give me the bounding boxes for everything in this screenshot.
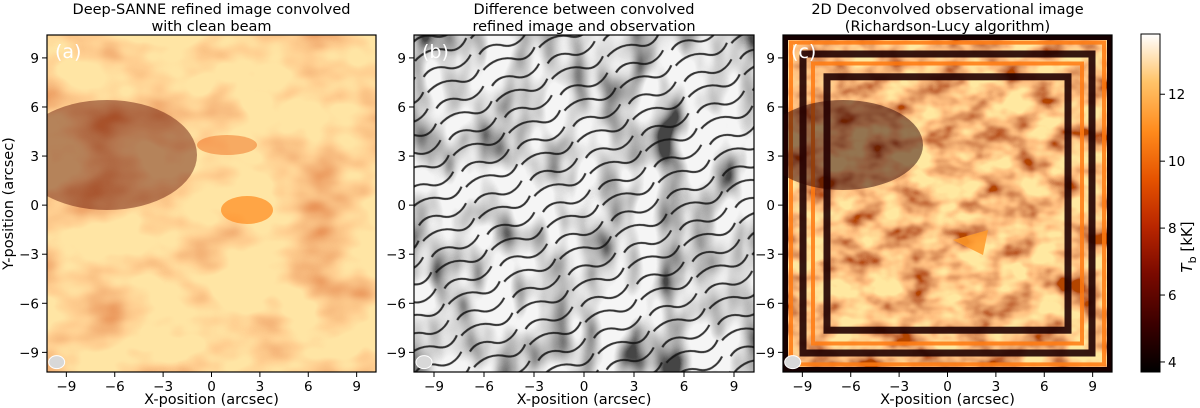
colorbar-gradient — [1140, 33, 1161, 373]
y-tick-label: 3 — [397, 149, 406, 165]
x-tick-label: −9 — [792, 379, 812, 395]
x-tick-label: 3 — [630, 379, 639, 395]
beam-ellipse — [784, 355, 802, 370]
x-axis-label: X-position (arcsec) — [880, 392, 1015, 408]
x-axis-label: X-position (arcsec) — [144, 392, 279, 408]
beam-ellipse — [48, 355, 66, 370]
x-tick-label: −6 — [105, 379, 125, 395]
x-tick-label: −3 — [524, 379, 544, 395]
x-tick-label: −9 — [56, 379, 76, 395]
chart-title-line: (Richardson-Lucy algorithm) — [845, 19, 1050, 35]
y-tick-label: −6 — [386, 296, 406, 312]
y-tick-label: 0 — [30, 198, 39, 214]
y-tick-label: −3 — [19, 247, 39, 263]
x-tick-label: −3 — [889, 379, 909, 395]
chart-title-line: with clean beam — [151, 19, 271, 35]
x-axis-label: X-position (arcsec) — [517, 392, 652, 408]
panel-label: (c) — [791, 41, 816, 63]
x-tick-label: 0 — [207, 379, 216, 395]
chart-title-line: Deep-SANNE refined image convolved — [73, 2, 351, 18]
colorbar-tick-label: 8 — [1168, 221, 1177, 237]
heatmap-image — [47, 35, 376, 372]
x-tick-label: 6 — [1040, 379, 1049, 395]
y-tick-label: 9 — [766, 51, 775, 67]
y-tick-label: −3 — [755, 247, 775, 263]
x-tick-label: −6 — [474, 379, 494, 395]
panel-label: (b) — [422, 41, 449, 63]
colorbar: 4 6 8 10 12 Tb [kK] — [1140, 33, 1199, 373]
heatmap-image — [414, 35, 754, 372]
colorbar-tick-label: 6 — [1168, 288, 1177, 304]
x-tick-label: 3 — [992, 379, 1001, 395]
chart-panel-a: (a) Deep-SANNE refined image convolvedwit… — [1, 2, 377, 408]
colorbar-tick-label: 12 — [1168, 87, 1185, 103]
colorbar-label: Tb [kK] — [1178, 221, 1199, 272]
x-tick-label: 9 — [1088, 379, 1097, 395]
chart-title-line: Difference between convolved — [474, 2, 695, 18]
colorbar-tick-label: 10 — [1168, 154, 1185, 170]
y-tick-label: −9 — [19, 345, 39, 361]
y-tick-label: 9 — [30, 51, 39, 67]
x-tick-label: 3 — [256, 379, 265, 395]
y-tick-label: −9 — [386, 345, 406, 361]
y-tick-label: 0 — [766, 198, 775, 214]
x-tick-label: 6 — [304, 379, 313, 395]
y-tick-label: 3 — [30, 149, 39, 165]
x-tick-label: 6 — [680, 379, 689, 395]
y-axis-label: Y-position (arcsec) — [1, 137, 17, 271]
x-tick-label: 0 — [580, 379, 589, 395]
x-tick-label: 9 — [352, 379, 361, 395]
y-tick-label: 6 — [766, 100, 775, 116]
chart-panel-c: (c) 2D Deconvolved observational image(Ri… — [755, 2, 1113, 408]
y-tick-label: 0 — [397, 198, 406, 214]
y-tick-label: −6 — [755, 296, 775, 312]
y-tick-label: 3 — [766, 149, 775, 165]
y-tick-label: −3 — [386, 247, 406, 263]
y-tick-label: 6 — [397, 100, 406, 116]
x-tick-label: −6 — [841, 379, 861, 395]
chart-title-line: 2D Deconvolved observational image — [811, 2, 1083, 18]
heatmap-image — [783, 35, 1112, 372]
chart-title-line: refined image and observation — [472, 19, 695, 35]
y-tick-label: −9 — [755, 345, 775, 361]
y-tick-label: 9 — [397, 51, 406, 67]
y-tick-label: 6 — [30, 100, 39, 116]
x-tick-label: 0 — [943, 379, 952, 395]
x-tick-label: −3 — [153, 379, 173, 395]
colorbar-tick-label: 4 — [1168, 355, 1177, 371]
panel-label: (a) — [55, 41, 81, 63]
beam-ellipse — [415, 355, 433, 370]
x-tick-label: −9 — [424, 379, 444, 395]
y-tick-label: −6 — [19, 296, 39, 312]
x-tick-label: 9 — [730, 379, 739, 395]
